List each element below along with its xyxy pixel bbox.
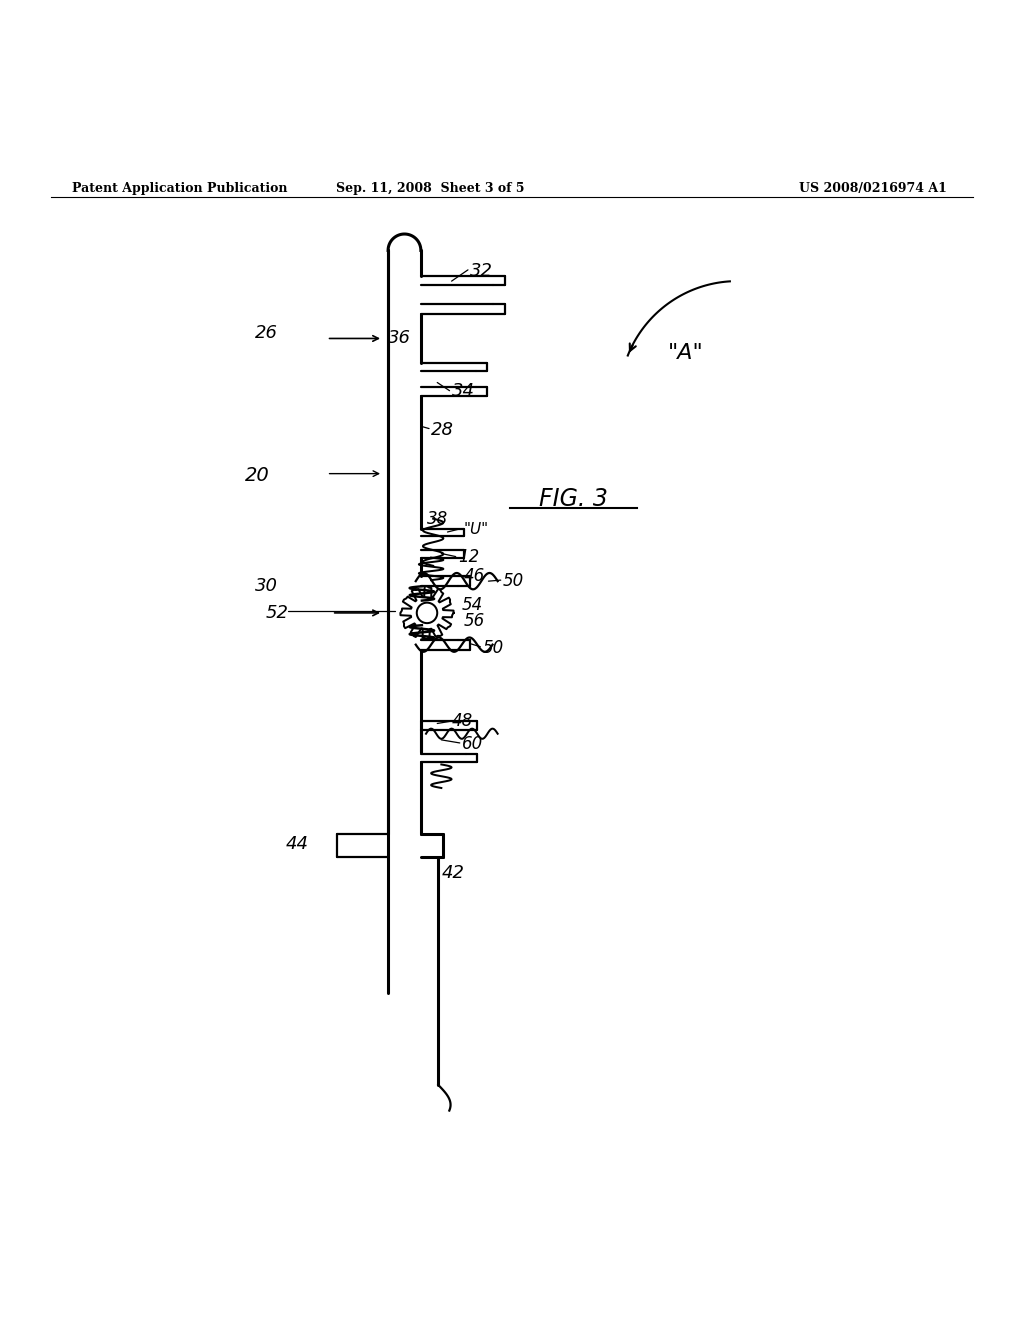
Text: US 2008/0216974 A1: US 2008/0216974 A1 <box>799 182 946 195</box>
Text: 26: 26 <box>255 325 278 342</box>
Text: 12: 12 <box>458 548 479 565</box>
Text: Patent Application Publication: Patent Application Publication <box>72 182 287 195</box>
Text: 46: 46 <box>464 568 485 585</box>
Text: 30: 30 <box>255 577 278 595</box>
Text: Sep. 11, 2008  Sheet 3 of 5: Sep. 11, 2008 Sheet 3 of 5 <box>336 182 524 195</box>
Text: FIG. 3: FIG. 3 <box>539 487 608 511</box>
Text: 38: 38 <box>427 510 449 528</box>
Text: 60: 60 <box>462 735 483 752</box>
Text: 54: 54 <box>462 595 483 614</box>
Text: 48: 48 <box>452 713 473 730</box>
Text: 42: 42 <box>441 865 464 882</box>
Text: 36: 36 <box>388 330 411 347</box>
Text: 50: 50 <box>482 639 504 657</box>
Text: 32: 32 <box>470 261 493 280</box>
Text: 34: 34 <box>452 381 474 400</box>
Text: 20: 20 <box>245 466 269 486</box>
Text: "A": "A" <box>669 343 703 363</box>
Text: 52: 52 <box>265 603 288 622</box>
Text: 50: 50 <box>503 572 524 590</box>
Text: 28: 28 <box>431 421 454 438</box>
Text: 44: 44 <box>286 836 308 853</box>
Text: "U": "U" <box>464 523 489 537</box>
Text: 56: 56 <box>464 612 485 630</box>
